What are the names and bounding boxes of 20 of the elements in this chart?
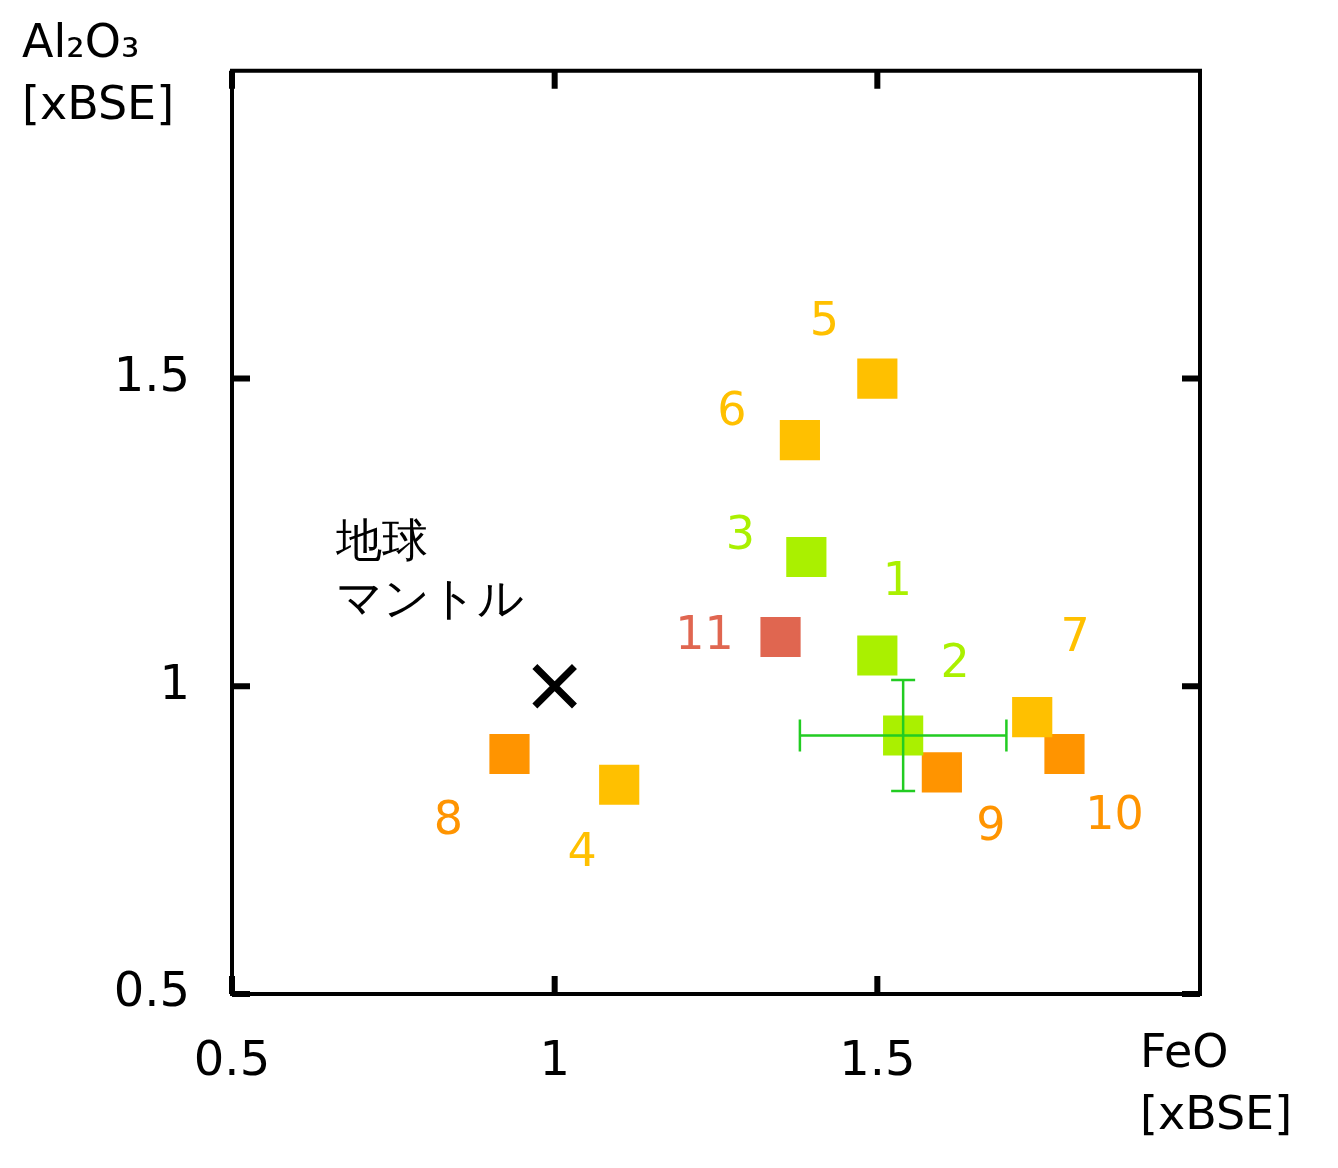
series-label: 10 [1085,785,1144,840]
y-tick-label: 1.5 [113,346,190,402]
x-tick-label: 1 [539,1030,570,1087]
series-label: 9 [976,797,1006,852]
series-label: 地球マントル [334,513,524,626]
series-label: 6 [717,382,747,437]
series-label: 11 [675,605,734,660]
y-axis-title: Al₂O₃ [xBSE] [22,13,176,132]
series-label: 1 [882,552,912,607]
series-label: 3 [725,505,755,560]
series-label: 2 [940,634,970,689]
x-tick-label: 0.5 [193,1030,271,1087]
series-label: 4 [567,822,597,877]
series-label: 5 [809,292,839,347]
y-tick-label: 0.5 [113,961,190,1018]
y-tick-label: 1 [159,653,190,710]
x-tick-label: 1.5 [839,1030,916,1087]
series-label: 8 [433,790,464,845]
series-label: 7 [1060,607,1090,662]
x-axis-title: FeO [xBSE] [1140,1023,1294,1142]
